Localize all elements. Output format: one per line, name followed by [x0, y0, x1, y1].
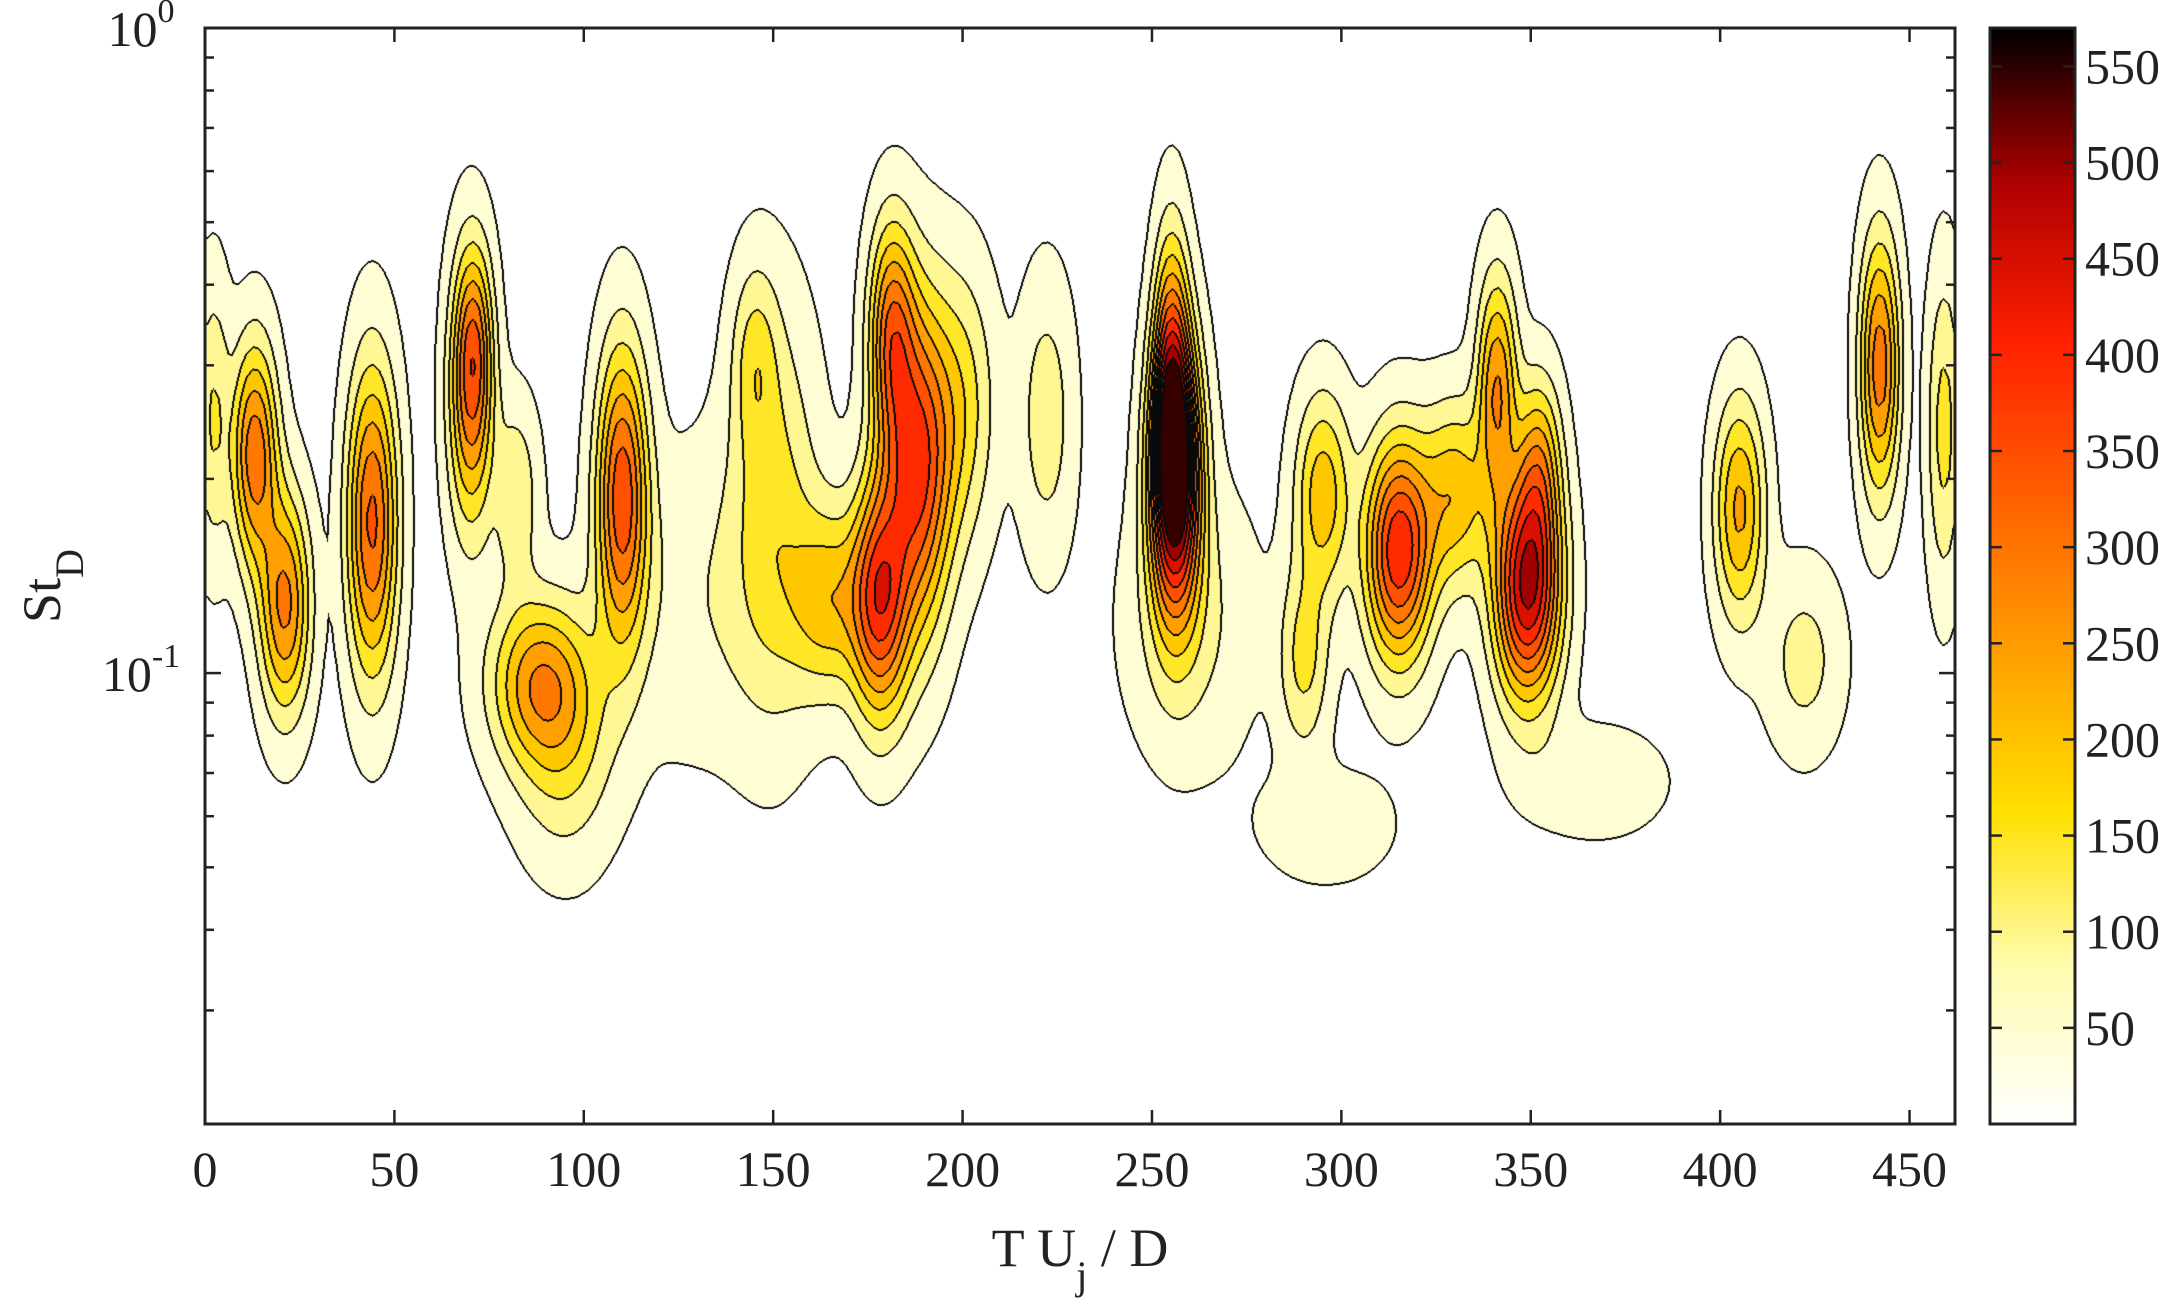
colorbar-tick-label: 200	[2085, 711, 2160, 767]
x-axis-ticks: 0 50 100 150 200 250 300 350 400 450	[193, 28, 1947, 1197]
x-tick-label: 350	[1493, 1141, 1568, 1197]
colorbar-tick-label: 450	[2085, 231, 2160, 287]
y-tick-label: 10-1	[102, 638, 180, 702]
x-axis-label: T Uj / D	[992, 1218, 1169, 1298]
plot-border	[203, 26, 1957, 1126]
x-tick-label: 100	[546, 1141, 621, 1197]
colorbar-tick-label: 350	[2085, 423, 2160, 479]
x-tick-label: 250	[1114, 1141, 1189, 1197]
colorbar: 50 100 150 200 250 300 350 400 450 500 550	[1988, 26, 2160, 1126]
colorbar-tick-label: 400	[2085, 327, 2160, 383]
x-tick-label: 150	[736, 1141, 811, 1197]
x-tick-label: 400	[1683, 1141, 1758, 1197]
colorbar-tick-label: 500	[2085, 135, 2160, 191]
x-tick-label: 450	[1872, 1141, 1947, 1197]
y-tick-label: 100	[108, 0, 175, 57]
colorbar-tick-label: 100	[2085, 904, 2160, 960]
colorbar-gradient	[1990, 28, 2075, 1124]
x-tick-label: 200	[925, 1141, 1000, 1197]
y-axis-label: StD	[12, 549, 92, 623]
colorbar-tick-label: 300	[2085, 519, 2160, 575]
y-axis-ticks: 10-1 100	[102, 0, 1955, 1126]
x-tick-label: 50	[369, 1141, 419, 1197]
colorbar-tick-label: 50	[2085, 1000, 2135, 1056]
x-tick-label: 300	[1304, 1141, 1379, 1197]
contour-fill-layer	[205, 28, 1955, 1124]
colorbar-border	[1988, 26, 2077, 1126]
colorbar-tick-label: 250	[2085, 615, 2160, 671]
colorbar-tick-label: 550	[2085, 38, 2160, 94]
plot-axes-frame	[203, 26, 1957, 1126]
x-tick-label: 0	[193, 1141, 218, 1197]
colorbar-tick-label: 150	[2085, 808, 2160, 864]
contour-image	[205, 28, 1955, 1124]
